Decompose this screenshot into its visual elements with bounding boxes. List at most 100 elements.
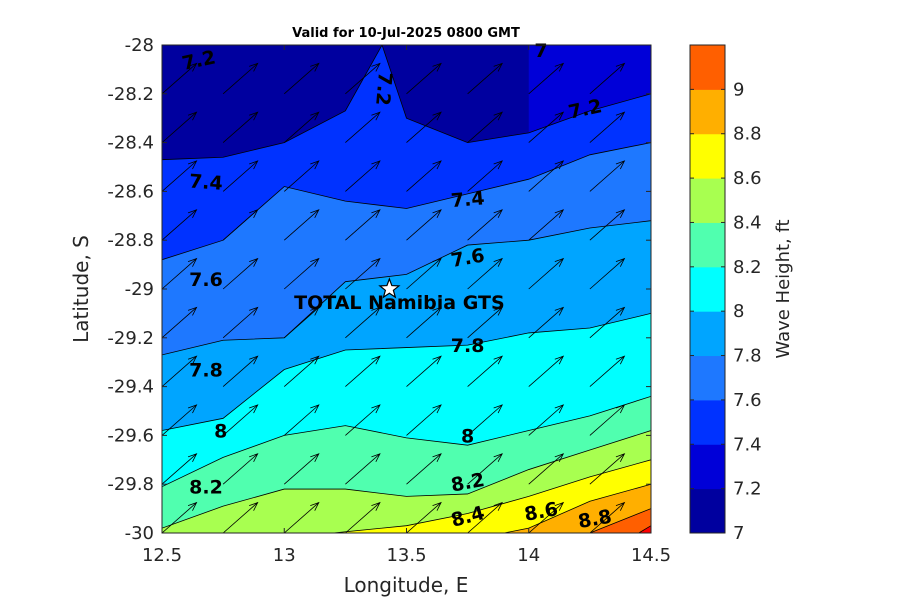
colorbar-tick-label: 8 xyxy=(733,301,744,322)
vector-arrow xyxy=(162,355,198,387)
colorbar-tick-label: 7.2 xyxy=(733,479,762,500)
colorbar-frame xyxy=(689,44,726,534)
y-tick-label: -29 xyxy=(125,279,154,300)
colorbar-tick-label: 7.4 xyxy=(733,434,762,455)
site-label: TOTAL Namibia GTS xyxy=(294,292,505,314)
vector-arrow xyxy=(222,257,259,290)
vector-arrow xyxy=(222,355,259,387)
vector-arrow xyxy=(162,62,198,95)
vector-arrow xyxy=(162,453,198,485)
vector-arrow xyxy=(345,160,381,192)
vector-arrow xyxy=(345,453,381,485)
contour-line-8.8 xyxy=(589,508,651,533)
vector-arrow xyxy=(650,288,651,289)
contour-label: 7.4 xyxy=(450,187,485,212)
y-tick-label: -30 xyxy=(125,523,154,544)
colorbar-swatch xyxy=(690,355,725,401)
y-tick-label: -29.4 xyxy=(107,377,154,398)
contour-line-7.6 xyxy=(162,220,651,356)
y-tick-label: -28 xyxy=(125,35,154,56)
vector-arrow xyxy=(467,404,503,436)
vector-arrow xyxy=(283,404,320,436)
vector-arrow xyxy=(589,111,626,143)
colorbar-swatch xyxy=(690,488,725,534)
vector-arrow xyxy=(162,404,198,436)
x-tick-label: 14 xyxy=(517,545,540,566)
vector-arrow xyxy=(467,501,503,533)
vector-arrow xyxy=(589,209,626,241)
colorbar-tick-label: 8.8 xyxy=(733,124,762,145)
vector-arrow xyxy=(528,306,565,339)
x-tick-label: 12.5 xyxy=(142,545,182,566)
vector-arrow xyxy=(650,93,651,94)
vector-arrow xyxy=(345,62,381,95)
vector-arrow xyxy=(528,355,565,387)
vector-arrow xyxy=(222,111,259,143)
vector-arrow xyxy=(528,257,565,290)
y-axis-label: Latitude, S xyxy=(69,235,93,343)
vector-arrow xyxy=(162,257,198,290)
x-tick-label: 13 xyxy=(273,545,296,566)
contour-line-9 xyxy=(638,525,651,533)
vector-arrow xyxy=(345,209,381,241)
vector-arrow xyxy=(589,62,626,95)
contour-label: 7 xyxy=(534,40,547,62)
vector-arrow xyxy=(345,501,381,533)
colorbar-swatch xyxy=(690,399,725,445)
vector-arrow xyxy=(406,453,442,485)
vector-arrow xyxy=(406,501,442,533)
contour-line-8.6 xyxy=(504,483,651,533)
colorbar-swatch xyxy=(690,311,725,357)
contour-line-7.8 xyxy=(162,313,651,431)
vector-arrow xyxy=(528,453,565,485)
vector-arrow xyxy=(162,501,198,533)
contour-line-7.2 xyxy=(162,45,651,161)
vector-arrow xyxy=(467,111,503,143)
vector-arrow xyxy=(162,306,198,339)
colorbar-tick-label: 8.2 xyxy=(733,257,762,278)
vector-arrow xyxy=(650,142,651,143)
vector-arrow xyxy=(162,209,198,241)
vector-arrow xyxy=(406,355,442,387)
x-tick-label: 13.5 xyxy=(386,545,426,566)
vector-arrow xyxy=(222,453,259,485)
contour-line-8.2 xyxy=(162,430,651,529)
vector-arrow xyxy=(467,306,503,339)
colorbar-swatch xyxy=(690,178,725,223)
x-axis-label: Longitude, E xyxy=(344,573,469,597)
colorbar-tick-label: 7.8 xyxy=(733,346,762,367)
vector-arrow xyxy=(528,501,565,533)
y-tick-label: -28.8 xyxy=(107,230,154,251)
vector-arrow xyxy=(528,160,565,192)
vector-arrow xyxy=(283,209,320,241)
vector-arrow xyxy=(467,355,503,387)
y-tick-label: -28.6 xyxy=(107,181,154,202)
chart-title: Valid for 10-Jul-2025 0800 GMT xyxy=(292,26,520,41)
vector-arrow xyxy=(345,257,381,290)
vector-arrow xyxy=(589,306,626,339)
vector-arrow xyxy=(345,404,381,436)
colorbar-label: Wave Height, ft xyxy=(773,219,794,358)
colorbar-tick-label: 7.6 xyxy=(733,390,762,411)
colorbar-tick-label: 8.4 xyxy=(733,212,762,233)
vector-arrow xyxy=(467,62,503,95)
vector-arrow xyxy=(650,337,651,338)
vector-arrow xyxy=(467,453,503,485)
colorbar-swatch xyxy=(690,266,725,312)
vector-arrow xyxy=(406,62,442,95)
vector-arrow xyxy=(528,62,565,95)
vector-arrow xyxy=(650,532,651,533)
vector-arrow xyxy=(283,453,320,485)
vector-arrow xyxy=(222,306,259,339)
vector-arrow xyxy=(650,386,651,387)
vector-arrow xyxy=(283,257,320,290)
vector-arrow xyxy=(162,45,163,46)
contour-label: 7.8 xyxy=(189,360,223,382)
vector-arrow xyxy=(467,257,503,290)
vector-arrow xyxy=(589,355,626,387)
y-tick-label: -29.8 xyxy=(107,474,154,495)
vector-arrow xyxy=(406,404,442,436)
contour-label: 7.8 xyxy=(451,335,485,357)
colorbar-tick-label: 7 xyxy=(733,523,744,544)
vector-arrow xyxy=(650,483,651,485)
